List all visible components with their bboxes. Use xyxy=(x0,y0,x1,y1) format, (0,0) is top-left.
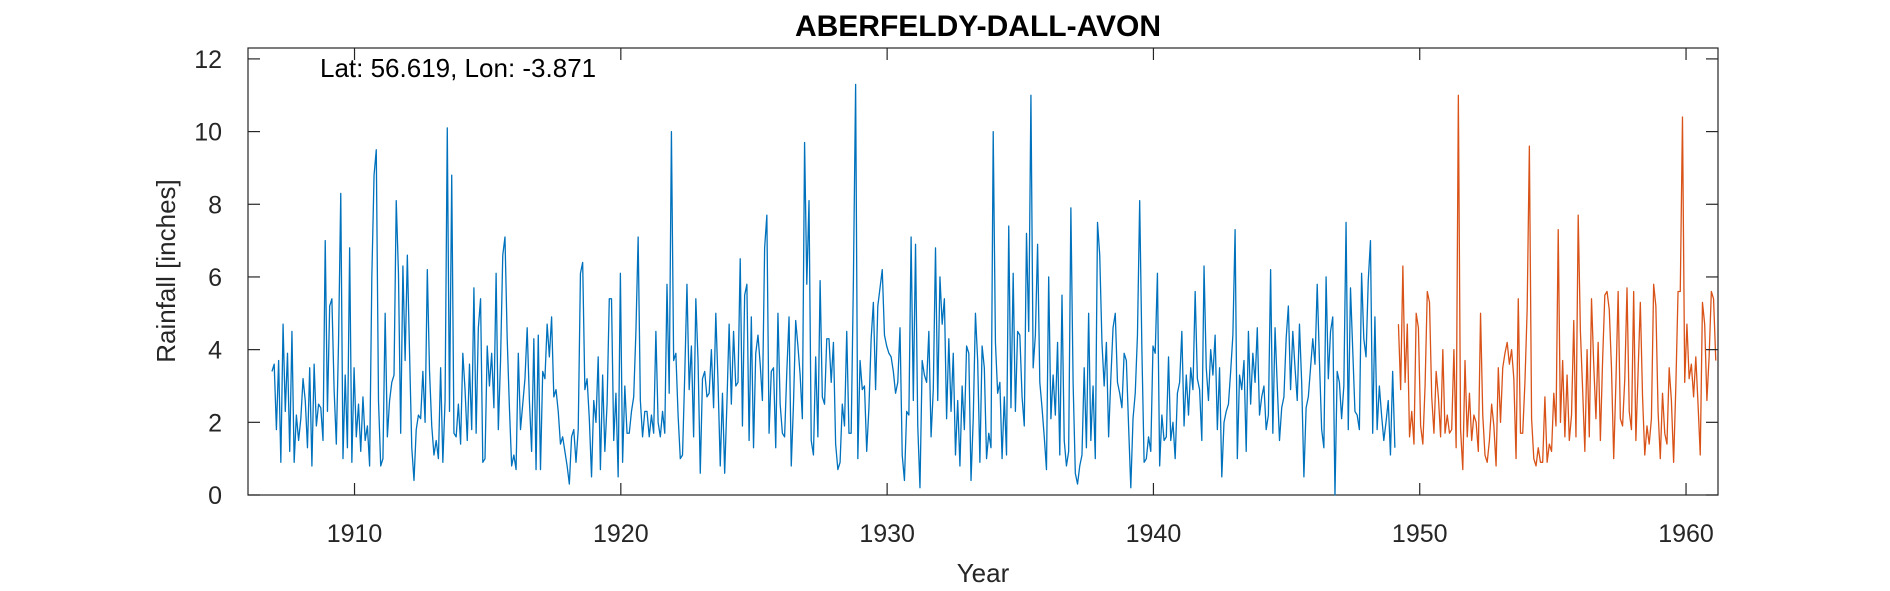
x-tick-label: 1950 xyxy=(1392,520,1448,548)
series-line-1 xyxy=(1397,94,1717,471)
x-axis-label: Year xyxy=(957,558,1010,588)
x-tick-label: 1940 xyxy=(1126,520,1182,548)
y-tick-label: 2 xyxy=(208,409,222,437)
x-tick-label: 1960 xyxy=(1658,520,1714,548)
series-line-0 xyxy=(271,83,1396,496)
annotation-lat-lon: Lat: 56.619, Lon: -3.871 xyxy=(320,53,596,83)
tick-layer: 1910 1920 1930 1940 1950 1960 0 2 4 6 8 10 12 xyxy=(194,46,1718,548)
y-tick-label: 8 xyxy=(208,191,222,219)
y-tick-label: 4 xyxy=(208,337,222,365)
x-tick-label: 1910 xyxy=(327,520,383,548)
series-layer xyxy=(271,83,1717,496)
y-axis-label: Rainfall [inches] xyxy=(151,179,181,363)
plot-area: 1910 1920 1930 1940 1950 1960 0 2 4 6 8 10 12 xyxy=(194,46,1719,548)
y-tick-label: 10 xyxy=(194,119,222,147)
y-tick-label: 12 xyxy=(194,46,222,74)
y-tick-label: 0 xyxy=(208,482,222,510)
chart-title: ABERFELDY-DALL-AVON xyxy=(795,10,1161,43)
y-tick-label: 6 xyxy=(208,264,222,292)
x-tick-label: 1920 xyxy=(593,520,649,548)
x-tick-label: 1930 xyxy=(859,520,915,548)
